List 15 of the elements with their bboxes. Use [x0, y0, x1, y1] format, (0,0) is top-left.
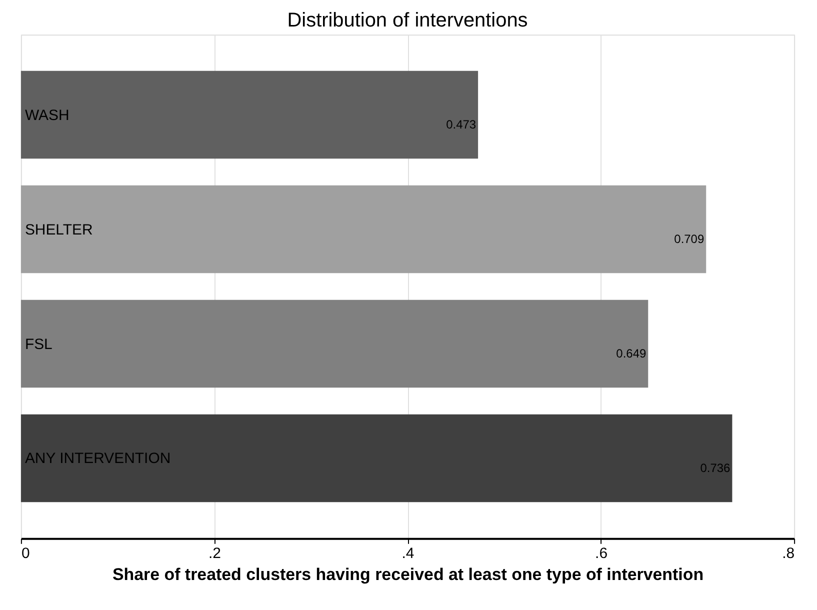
x-tick-label: .2: [208, 544, 221, 562]
x-tick-label: .8: [782, 544, 795, 562]
y-tick-label: ANY INTERVENTION: [24, 450, 171, 468]
chart-title: Distribution of interventions: [287, 10, 528, 32]
data-label: 0.736: [700, 461, 731, 476]
y-tick-label: FSL: [24, 336, 52, 353]
x-tick-label: .4: [402, 544, 414, 562]
x-tick-label: 0: [21, 544, 30, 562]
data-label: 0.709: [674, 232, 704, 246]
y-tick-label: WASH: [24, 106, 70, 124]
y-tick-label: SHELTER: [24, 221, 93, 238]
x-axis-title: Share of treated clusters having received at least one type of intervention: [112, 564, 704, 584]
data-label: 0.473: [446, 118, 476, 132]
x-tick-label: .6: [595, 544, 608, 562]
data-label: 0.649: [616, 346, 646, 361]
